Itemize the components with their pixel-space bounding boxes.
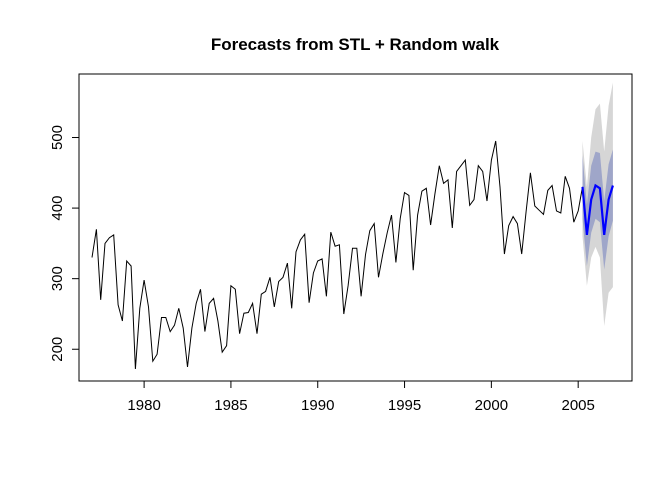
x-axis: 1980 1985 1990 1995 2000 2005: [127, 380, 595, 414]
prediction-intervals: [582, 82, 613, 326]
history-line: [91, 140, 583, 370]
x-tick-label: 1980: [127, 397, 160, 414]
chart-title: Forecasts from STL + Random walk: [211, 35, 500, 54]
band-80: [582, 149, 613, 270]
forecast-line: [581, 183, 614, 236]
y-tick-label: 400: [49, 196, 66, 221]
series-lines: [91, 140, 614, 370]
plot-frame: [78, 73, 633, 382]
x-tick-label: 1985: [214, 397, 247, 414]
y-tick-label: 200: [49, 337, 66, 362]
y-tick-label: 500: [49, 125, 66, 150]
x-tick-label: 1995: [388, 397, 421, 414]
y-axis: 200 300 400 500: [49, 125, 80, 362]
x-tick-label: 2005: [561, 397, 594, 414]
x-tick-label: 2000: [475, 397, 508, 414]
x-tick-label: 1990: [301, 397, 334, 414]
y-tick-label: 300: [49, 266, 66, 291]
